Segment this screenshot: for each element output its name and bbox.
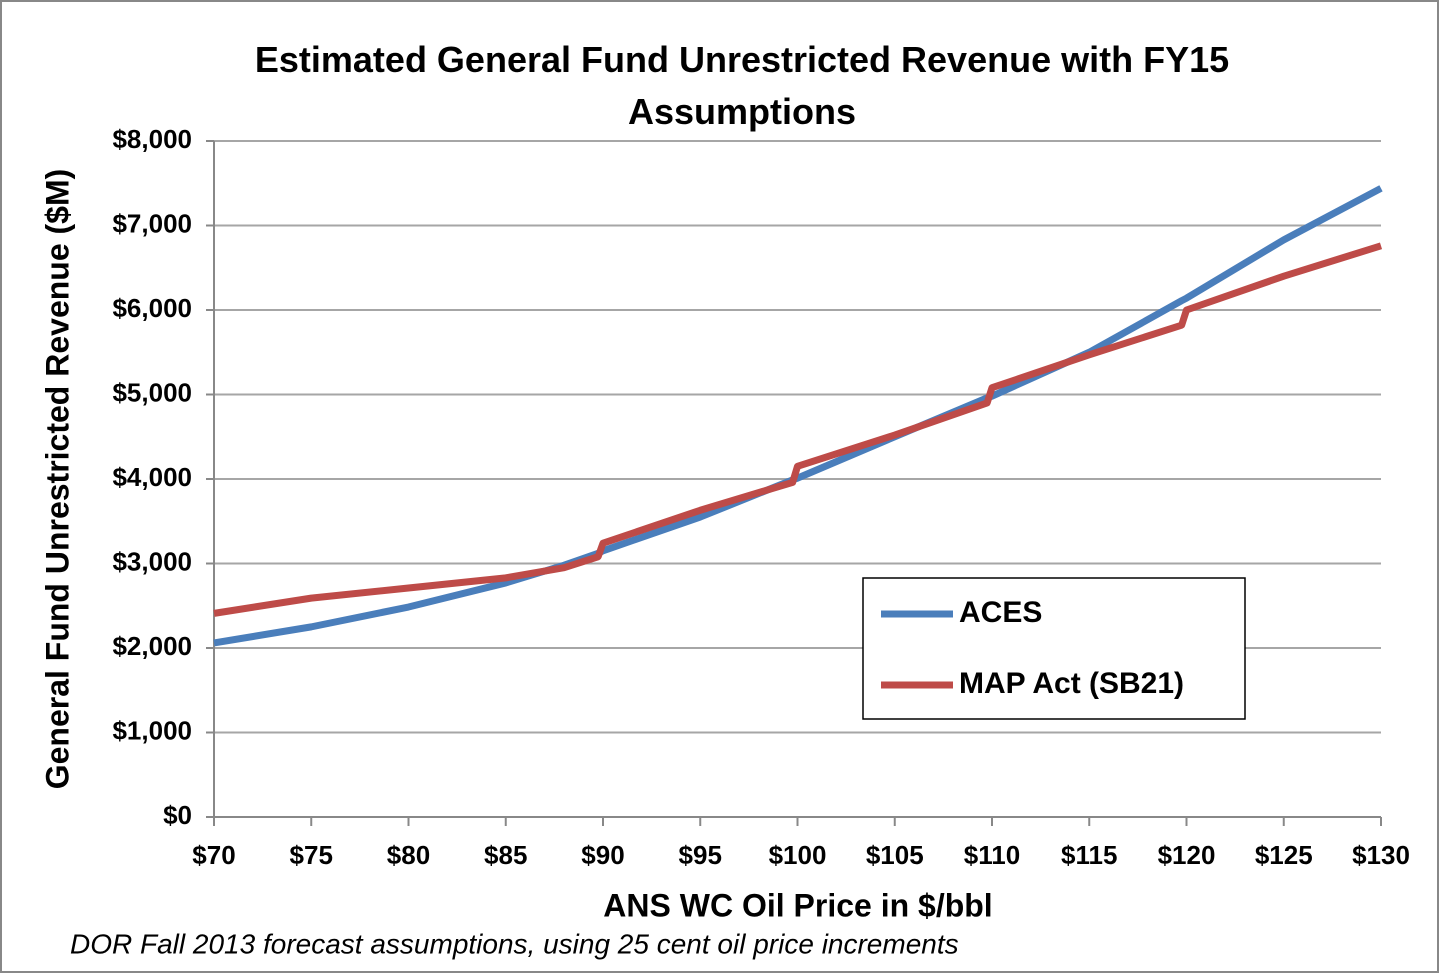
x-axis-title: ANS WC Oil Price in $/bbl [603,887,992,923]
x-tick-label: $95 [679,840,722,870]
y-tick-label: $6,000 [112,293,192,323]
y-tick-label: $4,000 [112,462,192,492]
y-axis-title: General Fund Unrestricted Revenue ($M) [39,169,75,790]
x-tick-label: $75 [290,840,333,870]
x-tick-label: $100 [769,840,827,870]
x-tick-label: $120 [1158,840,1216,870]
x-tick-label: $70 [192,840,235,870]
footnote: DOR Fall 2013 forecast assumptions, usin… [70,928,959,959]
series-line [213,242,1383,617]
x-tick-label: $130 [1352,840,1410,870]
legend-label: MAP Act (SB21) [959,667,1184,700]
y-tick-label: $3,000 [112,546,192,576]
chart-title: Estimated General Fund Unrestricted Reve… [254,39,1230,132]
x-tick-label: $90 [581,840,624,870]
x-tick-label: $115 [1061,840,1117,870]
y-tick-label: $7,000 [112,208,192,238]
x-tick-label: $105 [866,840,924,870]
y-tick-label: $2,000 [112,631,192,661]
legend-box [862,577,1246,720]
y-tick-label: $5,000 [112,377,192,407]
x-tick-label: $80 [387,840,430,870]
x-tick-label: $110 [964,840,1020,870]
x-tick-label: $85 [484,840,527,870]
y-tick-label: $1,000 [112,715,192,745]
y-tick-label: $0 [163,800,192,830]
x-tick-label: $125 [1255,840,1313,870]
legend-label: ACES [959,596,1042,629]
y-tick-label: $8,000 [112,124,192,154]
